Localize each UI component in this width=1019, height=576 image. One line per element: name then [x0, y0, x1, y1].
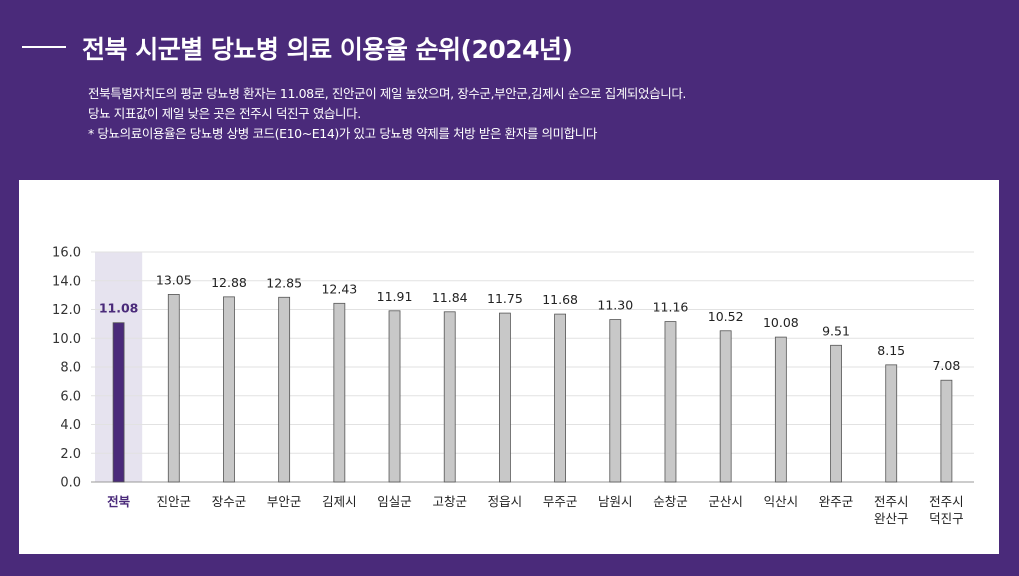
data-label: 12.85	[266, 275, 302, 290]
bar	[443, 311, 456, 483]
data-label: 11.30	[597, 298, 633, 313]
bar	[774, 336, 787, 483]
x-tick-label: 완주군	[819, 494, 854, 509]
data-label: 9.51	[822, 323, 850, 338]
bar	[388, 310, 401, 483]
x-tick-label: 진안군	[157, 494, 192, 509]
chart-panel: 0.0 2.0 4.0 6.0 8.0 10.0 12.0 14.0 16.0 11.08 전북 13…	[19, 180, 999, 554]
bar	[112, 322, 125, 483]
bar	[223, 296, 235, 483]
title-line	[22, 46, 66, 48]
y-tick-label: 6.0	[60, 389, 81, 404]
x-tick-label: 전북	[107, 494, 131, 509]
bar	[554, 313, 566, 483]
data-label: 11.68	[542, 292, 578, 307]
y-tick-label: 12.0	[52, 303, 81, 318]
data-label: 12.88	[211, 275, 247, 290]
data-label: 11.16	[653, 300, 689, 315]
x-tick-label: 부안군	[267, 494, 302, 509]
data-label: 11.08	[99, 301, 139, 316]
data-label: 11.91	[377, 289, 413, 304]
x-tick-label: 고창군	[432, 494, 467, 509]
x-tick-label: 익산시	[764, 494, 799, 509]
x-tick-label: 남원시	[598, 494, 633, 509]
x-tick-label: 군산시	[708, 494, 743, 509]
data-label: 11.75	[487, 291, 523, 306]
x-tick-label: 덕진구	[929, 511, 964, 526]
x-tick-label: 임실군	[377, 494, 412, 509]
x-tick-label: 김제시	[322, 494, 357, 509]
bar	[499, 312, 511, 483]
x-tick-label: 순창군	[653, 494, 688, 509]
description: 전북특별자치도의 평균 당뇨병 환자는 11.08로, 진안군이 제일 높았으며…	[88, 84, 686, 144]
data-label: 13.05	[156, 272, 192, 287]
y-tick-label: 10.0	[52, 332, 81, 347]
bar	[885, 364, 898, 483]
data-label: 7.08	[932, 358, 960, 373]
y-tick-label: 2.0	[60, 447, 81, 462]
bar	[830, 344, 842, 483]
bar	[167, 294, 180, 483]
data-label: 10.52	[708, 309, 744, 324]
y-tick-label: 0.0	[60, 476, 81, 491]
bar	[664, 321, 677, 483]
bar	[719, 330, 732, 483]
y-tick-label: 4.0	[60, 418, 81, 433]
x-tick-label: 전주시	[874, 494, 909, 509]
description-line-1: 전북특별자치도의 평균 당뇨병 환자는 11.08로, 진안군이 제일 높았으며…	[88, 86, 686, 101]
bar-chart: 0.0 2.0 4.0 6.0 8.0 10.0 12.0 14.0 16.0 11.08 전북 13…	[52, 246, 974, 526]
x-tick-label: 정읍시	[488, 494, 523, 509]
description-line-2: 당뇨 지표값이 제일 낮은 곳은 전주시 덕진구 였습니다.	[88, 106, 361, 121]
data-label: 12.43	[321, 281, 357, 296]
bar	[278, 296, 291, 483]
data-label: 11.84	[432, 290, 468, 305]
x-tick-label: 전주시	[929, 494, 964, 509]
y-tick-label: 14.0	[52, 274, 81, 289]
x-tick-label: 장수군	[212, 494, 247, 509]
bar	[609, 319, 622, 483]
x-tick-label: 완산구	[874, 511, 909, 526]
page-title: 전북 시군별 당뇨병 의료 이용율 순위(2024년)	[82, 35, 573, 64]
description-line-3: * 당뇨의료이용율은 당뇨병 상병 코드(E10~E14)가 있고 당뇨병 약제…	[88, 126, 597, 141]
x-tick-label: 무주군	[543, 494, 578, 509]
data-label: 8.15	[877, 343, 905, 358]
y-tick-label: 16.0	[52, 246, 81, 261]
bar	[940, 379, 953, 483]
y-tick-label: 8.0	[60, 361, 81, 376]
data-label: 10.08	[763, 315, 799, 330]
bar	[333, 302, 346, 483]
